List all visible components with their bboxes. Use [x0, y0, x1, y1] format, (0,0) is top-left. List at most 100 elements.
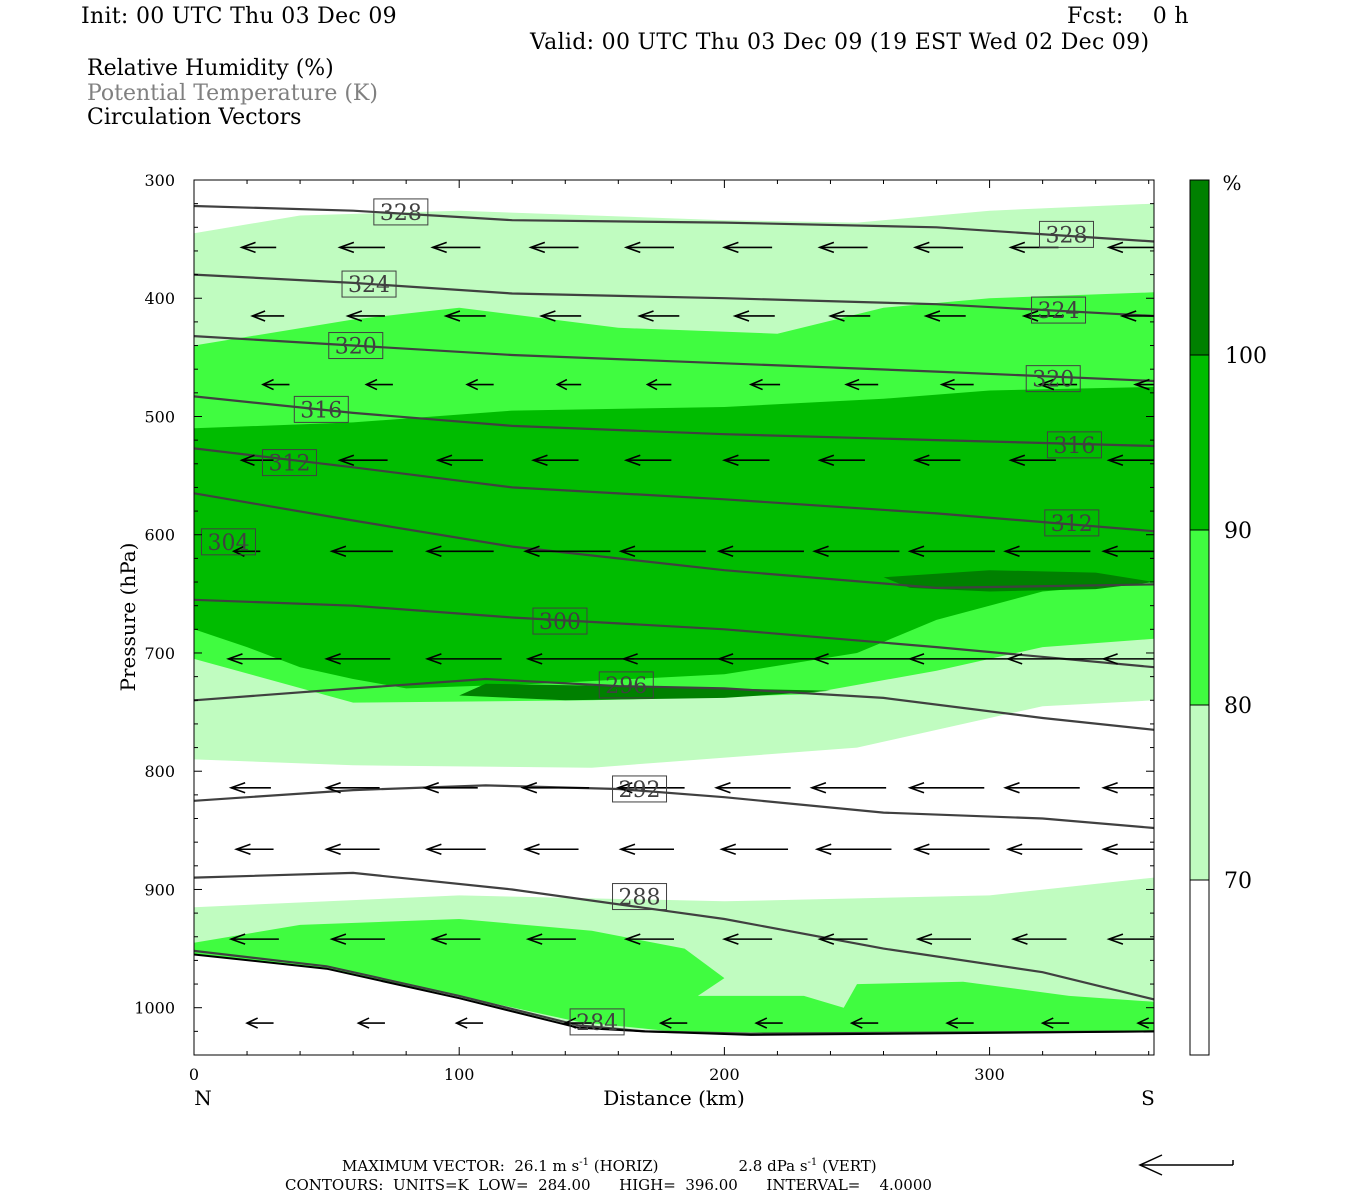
- vector-head: [324, 782, 341, 794]
- vector-6-1: [324, 782, 380, 794]
- vector-8-8: [1011, 933, 1067, 945]
- vector-2-3: [555, 378, 582, 391]
- vector-head: [912, 241, 930, 254]
- vector-head: [329, 933, 347, 945]
- vector-head: [1106, 454, 1124, 466]
- vector-1-6: [828, 310, 871, 322]
- contour-label-text: 296: [605, 674, 647, 699]
- vector-6-7: [907, 782, 985, 794]
- contour-label-box: [612, 883, 668, 911]
- vector-head: [828, 310, 845, 322]
- vector-head: [623, 454, 641, 466]
- vector-2-2: [465, 378, 494, 391]
- vector-head: [1021, 310, 1039, 322]
- vector-head: [531, 454, 548, 466]
- x-tick-label: 0: [189, 1065, 199, 1084]
- vector-7-2: [424, 843, 486, 856]
- vector-head: [1101, 843, 1118, 856]
- contour-label-324: 324: [1031, 296, 1087, 324]
- theta-contour-296: [194, 677, 1154, 731]
- vector-head: [1037, 378, 1055, 391]
- vector-head: [539, 310, 556, 322]
- contour-label-box: [328, 332, 384, 360]
- vector-head: [849, 1017, 863, 1029]
- vector-head: [615, 782, 633, 794]
- vector-3-2: [435, 454, 484, 466]
- contour-label-text: 312: [268, 452, 310, 477]
- colorbar-unit: %: [1222, 171, 1241, 195]
- y-tick-label: 900: [144, 880, 175, 899]
- vector-head: [239, 241, 256, 254]
- vector-0-7: [912, 241, 964, 254]
- vector-8-4: [623, 933, 674, 945]
- vector-head: [722, 933, 739, 945]
- vector-head: [623, 241, 641, 254]
- vector-head: [226, 653, 243, 665]
- vector-head: [1133, 378, 1150, 391]
- vector-head: [329, 545, 347, 558]
- vector-5-0: [226, 653, 282, 665]
- vector-8-1: [329, 933, 385, 945]
- contour-label-box: [612, 775, 668, 803]
- vector-3-1: [337, 454, 388, 466]
- vector-head: [907, 782, 925, 794]
- y-tick-label: 400: [144, 289, 175, 308]
- vector-head: [714, 782, 731, 794]
- vector-1-0: [250, 310, 285, 322]
- y-tick-label: 800: [144, 762, 175, 781]
- field-legend-rh: Relative Humidity (%): [87, 56, 334, 81]
- vector-head: [324, 653, 341, 665]
- vector-9-7: [945, 1017, 974, 1029]
- vector-head: [907, 653, 925, 665]
- vector-4-7: [907, 545, 995, 558]
- vector-head: [435, 454, 453, 466]
- vector-9-1: [356, 1017, 385, 1029]
- vector-9-2: [454, 1017, 484, 1029]
- vector-9-9: [1136, 1017, 1154, 1029]
- vector-head: [424, 545, 442, 558]
- vector-head: [1008, 241, 1026, 254]
- vector-9-8: [1040, 1017, 1070, 1029]
- vector-head: [1003, 545, 1020, 558]
- y-tick-label: 300: [144, 171, 175, 190]
- vector-5-1: [324, 653, 391, 665]
- contour-label-box: [569, 1008, 625, 1036]
- vector-head: [424, 843, 442, 856]
- colorbar: [1189, 179, 1210, 1056]
- vector-7-4: [618, 843, 674, 856]
- vector-head: [324, 843, 341, 856]
- vector-head: [1106, 933, 1124, 945]
- contour-label-328: 328: [373, 198, 429, 226]
- field-legend-theta: Potential Temperature (K): [87, 81, 378, 106]
- contour-label-box: [261, 449, 317, 477]
- theta-contours: [194, 204, 1154, 1036]
- colorbar-swatch-1: [1190, 705, 1209, 880]
- contour-label-box: [200, 528, 256, 556]
- vector-head: [345, 310, 363, 322]
- vector-6-3: [520, 782, 590, 794]
- vector-head: [945, 1017, 959, 1029]
- y-tick-label: 600: [144, 526, 175, 545]
- contour-label-box: [1038, 220, 1094, 248]
- vector-7-8: [1005, 843, 1083, 856]
- vector-head: [719, 843, 737, 856]
- contour-label-284: 284: [569, 1008, 625, 1036]
- vector-head: [809, 782, 827, 794]
- vector-head: [337, 241, 355, 254]
- vector-2-0: [261, 378, 290, 391]
- vector-2-9: [1133, 378, 1154, 391]
- vector-head: [1101, 653, 1118, 665]
- y-tick-label: 700: [144, 644, 175, 663]
- vector-head: [621, 653, 638, 665]
- contour-label-box: [532, 607, 588, 635]
- vector-head: [637, 310, 654, 322]
- vector-head: [923, 310, 941, 322]
- contour-label-box: [341, 270, 397, 298]
- vector-9-6: [849, 1017, 879, 1029]
- vector-1-2: [443, 310, 486, 322]
- valid-time: Valid: 00 UTC Thu 03 Dec 09 (19 EST Wed …: [530, 30, 1150, 55]
- vector-head: [528, 241, 546, 254]
- vector-head: [261, 378, 274, 391]
- vector-head: [337, 454, 355, 466]
